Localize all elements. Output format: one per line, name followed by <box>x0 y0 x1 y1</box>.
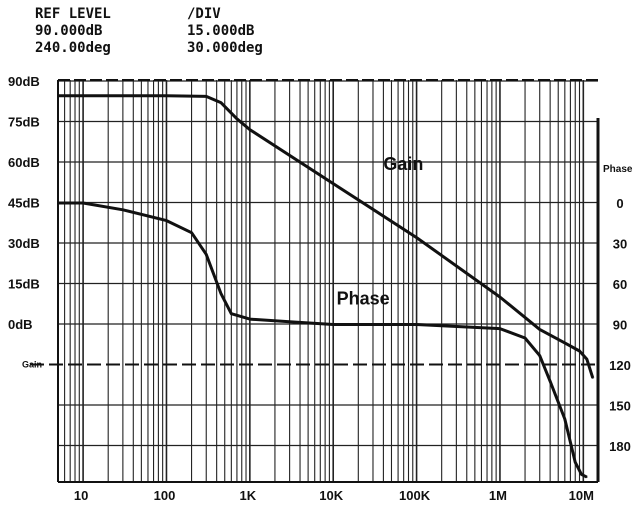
data-point-phase <box>82 202 84 204</box>
x-tick-label: 1M <box>489 488 507 503</box>
x-tick-label: 100K <box>399 488 431 503</box>
data-point-phase <box>580 473 583 476</box>
ref-level-title: REF LEVEL <box>35 6 111 22</box>
data-point-phase <box>585 476 588 478</box>
ref-gain-value: 90.000dB <box>35 23 103 39</box>
gain-reference-label: Gain <box>22 360 42 370</box>
y-left-tick-label: 75dB <box>8 115 40 130</box>
data-point-gain <box>578 350 581 352</box>
data-point-phase <box>332 323 335 326</box>
frame-layer <box>30 79 600 483</box>
data-point-gain <box>57 95 59 97</box>
data-point-phase <box>57 202 59 204</box>
y-right-tick-label: 90 <box>613 318 627 333</box>
x-tick-label: 1K <box>240 488 257 503</box>
y-right-title: Phase <box>603 164 633 175</box>
data-point-gain <box>220 101 222 104</box>
data-point-gain <box>564 342 566 344</box>
x-tick-label: 100 <box>154 488 176 503</box>
y-right-tick-label: 150 <box>609 399 631 414</box>
data-point-gain <box>585 358 588 360</box>
y-left-tick-label: 60dB <box>8 155 40 170</box>
data-point-phase <box>538 354 541 357</box>
data-point-phase <box>249 318 251 320</box>
y-left-tick-label: 0dB <box>8 317 33 332</box>
data-point-phase <box>564 418 566 420</box>
ref-phase-value: 240.00deg <box>35 40 111 56</box>
data-point-gain <box>332 182 335 185</box>
data-point-gain <box>592 377 594 379</box>
data-point-phase <box>499 327 501 330</box>
data-point-phase <box>288 321 291 323</box>
x-tick-label: 10 <box>74 488 88 503</box>
data-point-gain <box>236 118 238 120</box>
y-right-tick-label: 0 <box>616 196 623 211</box>
grid-layer <box>57 80 598 482</box>
series-line-phase <box>58 201 588 479</box>
series-annotation-phase: Phase <box>337 288 390 308</box>
data-point-phase <box>122 208 124 211</box>
div-title: /DIV <box>187 6 221 22</box>
data-point-gain <box>249 128 251 131</box>
data-point-gain <box>205 95 208 98</box>
data-point-gain <box>415 236 418 239</box>
data-point-phase <box>549 380 551 383</box>
x-tick-label: 10M <box>569 488 594 503</box>
data-point-gain <box>165 95 168 97</box>
series-annotation-gain: Gain <box>383 154 423 174</box>
y-right-tick-label: 120 <box>609 358 631 373</box>
data-point-gain <box>499 296 501 298</box>
series-layer <box>57 94 595 479</box>
data-point-phase <box>165 219 168 222</box>
y-left-tick-label: 90dB <box>8 74 40 89</box>
y-left-tick-label: 45dB <box>8 196 40 211</box>
div-gain-value: 15.000dB <box>187 23 255 39</box>
data-point-phase <box>190 231 193 234</box>
data-point-phase <box>220 292 222 295</box>
data-point-phase <box>524 337 526 339</box>
data-point-phase <box>205 253 208 256</box>
label-layer: 90dB 75dB 60dB 45dB 30dB 15dB 0dB Gain Phase 0 30 6… <box>8 74 633 503</box>
data-point-phase <box>574 461 577 464</box>
data-point-phase <box>230 312 233 315</box>
data-point-gain <box>538 328 541 331</box>
y-right-tick-label: 30 <box>613 237 627 252</box>
div-phase-value: 30.000deg <box>187 40 263 56</box>
y-left-tick-label: 30dB <box>8 236 40 251</box>
y-right-tick-label: 180 <box>609 439 631 454</box>
y-right-tick-label: 60 <box>613 277 627 292</box>
data-point-phase <box>415 323 418 326</box>
series-line-gain <box>58 94 595 379</box>
x-tick-label: 10K <box>319 488 343 503</box>
y-left-tick-label: 15dB <box>8 277 40 292</box>
